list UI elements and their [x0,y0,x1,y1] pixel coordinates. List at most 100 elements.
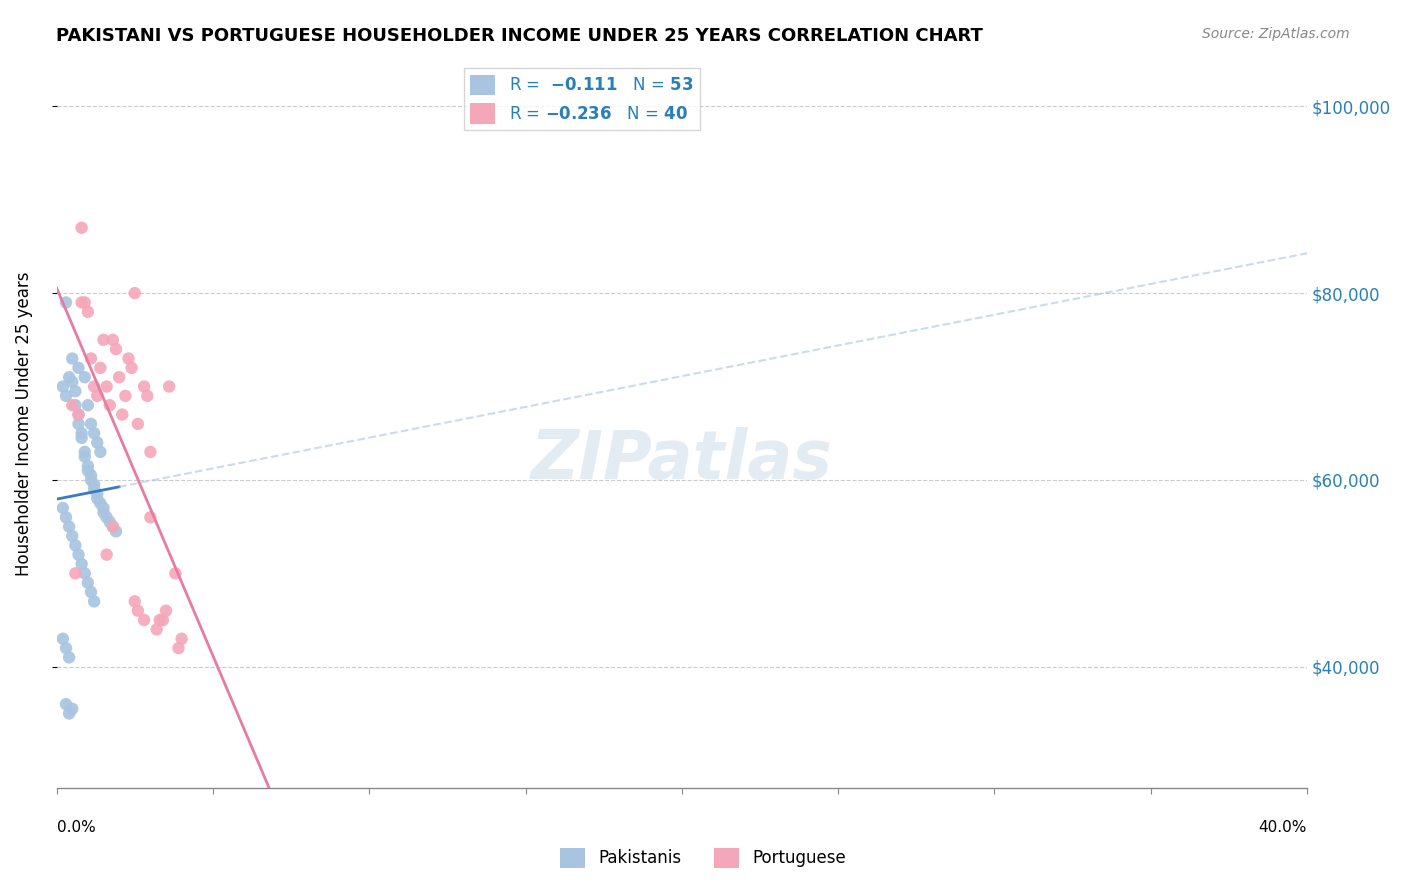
Point [60,529,83,543]
Point [70,426,93,441]
Point [114,389,136,403]
Point [139,445,162,459]
Point [65,566,87,581]
Point [60,398,83,412]
Point [93,506,115,520]
Point [98,515,121,529]
Legend: R =  $\mathbf{-0.111}$   N = $\mathbf{53}$, R = $\mathbf{-0.236}$   N = $\mathbf: R = $\mathbf{-0.111}$ N = $\mathbf{53}$,… [464,68,700,130]
Point [101,519,124,533]
Point [73,450,96,464]
Point [83,483,105,497]
Text: 0.0%: 0.0% [56,820,96,835]
Point [155,604,177,618]
Point [83,379,105,393]
Point [96,379,118,393]
Point [58,706,80,721]
Point [55,697,77,711]
Point [89,445,111,459]
Point [70,557,93,571]
Point [105,342,128,356]
Point [167,641,190,656]
Point [89,496,111,510]
Point [80,473,103,487]
Point [139,510,162,524]
Point [80,351,103,366]
Point [70,431,93,445]
Point [67,408,90,422]
Point [60,351,83,366]
Point [58,519,80,533]
Point [145,623,167,637]
Point [89,360,111,375]
Point [52,500,75,515]
Point [152,613,174,627]
Y-axis label: Householder Income Under 25 years: Householder Income Under 25 years [15,272,32,576]
Point [73,295,96,310]
Point [80,585,103,599]
Point [127,417,149,431]
Point [149,613,172,627]
Point [101,333,124,347]
Point [60,702,83,716]
Point [86,487,108,501]
Point [70,220,93,235]
Point [58,650,80,665]
Point [67,408,90,422]
Point [98,398,121,412]
Point [73,370,96,384]
Point [127,604,149,618]
Point [70,295,93,310]
Legend: Pakistanis, Portuguese: Pakistanis, Portuguese [553,841,853,875]
Point [80,468,103,483]
Point [111,408,134,422]
Text: 40.0%: 40.0% [1258,820,1308,835]
Point [76,458,98,473]
Point [76,398,98,412]
Point [76,575,98,590]
Point [83,426,105,441]
Point [86,389,108,403]
Point [76,305,98,319]
Point [117,351,139,366]
Point [67,417,90,431]
Point [96,510,118,524]
Point [157,379,180,393]
Point [134,613,156,627]
Point [65,538,87,552]
Point [121,360,143,375]
Point [55,389,77,403]
Point [83,594,105,608]
Point [83,477,105,491]
Text: PAKISTANI VS PORTUGUESE HOUSEHOLDER INCOME UNDER 25 YEARS CORRELATION CHART: PAKISTANI VS PORTUGUESE HOUSEHOLDER INCO… [56,27,983,45]
Point [105,524,128,539]
Point [165,566,187,581]
Text: Source: ZipAtlas.com: Source: ZipAtlas.com [1202,27,1350,41]
Point [76,464,98,478]
Point [93,500,115,515]
Point [134,379,156,393]
Point [73,445,96,459]
Point [96,548,118,562]
Point [124,286,146,301]
Point [93,333,115,347]
Point [67,548,90,562]
Point [108,370,131,384]
Point [67,360,90,375]
Point [52,632,75,646]
Point [55,641,77,656]
Point [52,379,75,393]
Point [136,389,159,403]
Point [101,519,124,533]
Text: ZIPatlas: ZIPatlas [531,427,832,493]
Point [124,594,146,608]
Point [58,370,80,384]
Point [86,435,108,450]
Point [55,295,77,310]
Point [80,417,103,431]
Point [55,510,77,524]
Point [170,632,193,646]
Point [65,398,87,412]
Point [60,375,83,389]
Point [65,384,87,399]
Point [73,566,96,581]
